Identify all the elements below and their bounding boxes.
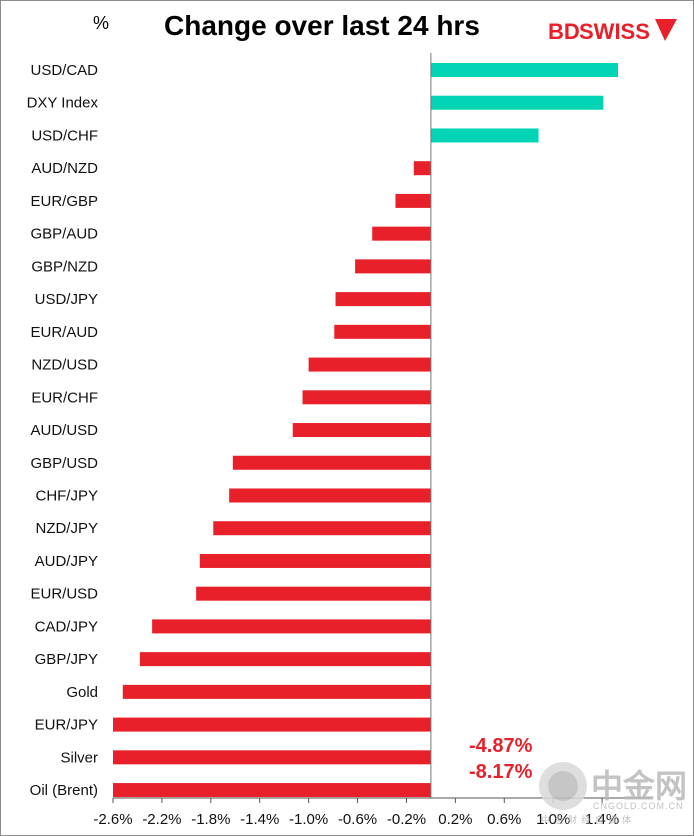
bar-gold xyxy=(122,684,431,699)
unit-label: % xyxy=(93,13,109,33)
category-label-cad-jpy: CAD/JPY xyxy=(35,618,98,635)
bar-gbp-nzd xyxy=(355,259,431,274)
category-label-nzd-jpy: NZD/JPY xyxy=(35,520,98,537)
category-label-oil-brent: Oil (Brent) xyxy=(30,782,98,799)
bar-aud-nzd xyxy=(413,161,431,176)
brand-logo: BD SWISS xyxy=(548,19,677,44)
category-label-usd-chf: USD/CHF xyxy=(31,127,98,144)
category-label-aud-usd: AUD/USD xyxy=(30,422,98,439)
category-label-gold: Gold xyxy=(66,684,98,701)
brand-logo-bd: BD xyxy=(548,19,580,44)
category-labels: USD/CAD DXY Index USD/CHF AUD/NZD EUR/GBP GBP… xyxy=(27,62,99,799)
bar-dxy-index xyxy=(430,95,604,110)
bar-gbp-aud xyxy=(372,226,431,241)
bar-usd-cad xyxy=(430,63,618,77)
x-tick-label: -1.0% xyxy=(289,811,328,828)
bar-silver xyxy=(113,750,431,765)
category-label-nzd-usd: NZD/USD xyxy=(31,357,98,374)
category-label-gbp-nzd: GBP/NZD xyxy=(31,258,98,275)
chart-title: Change over last 24 hrs xyxy=(164,10,480,41)
x-tick-label: 1.4% xyxy=(585,811,619,828)
bar-gbp-jpy xyxy=(139,652,431,667)
bar-eur-jpy xyxy=(113,717,431,732)
brand-logo-swiss: SWISS xyxy=(579,19,650,44)
category-label-silver: Silver xyxy=(60,749,98,766)
category-label-usd-jpy: USD/JPY xyxy=(35,291,98,308)
category-label-aud-nzd: AUD/NZD xyxy=(31,160,98,177)
category-label-eur-jpy: EUR/JPY xyxy=(35,717,98,734)
category-label-dxy-index: DXY Index xyxy=(27,95,99,112)
bars-layer xyxy=(113,63,618,798)
bar-usd-jpy xyxy=(335,292,431,307)
category-label-gbp-usd: GBP/USD xyxy=(30,455,98,472)
annotation-oil-brent: -8.17% xyxy=(469,761,533,783)
category-label-eur-gbp: EUR/GBP xyxy=(30,193,98,210)
watermark-sub: CNGOLD.COM.CN xyxy=(593,801,684,811)
bar-oil-brent xyxy=(113,783,431,798)
x-tick-label: -2.6% xyxy=(93,811,132,828)
x-tick-labels: -2.6% -2.2% -1.8% -1.4% -1.0% -0.6% -0.2% 0.2% 0… xyxy=(93,811,619,828)
bar-chf-jpy xyxy=(229,488,431,503)
x-tick-label: -2.2% xyxy=(142,811,181,828)
bar-eur-chf xyxy=(302,390,431,405)
bar-eur-aud xyxy=(334,324,431,339)
category-label-eur-aud: EUR/AUD xyxy=(30,324,98,341)
bar-eur-usd xyxy=(196,586,431,601)
bar-cad-jpy xyxy=(152,619,431,634)
bar-aud-usd xyxy=(292,423,431,438)
brand-logo-arrow-icon xyxy=(655,19,677,41)
x-tick-label: -0.6% xyxy=(338,811,377,828)
category-label-aud-jpy: AUD/JPY xyxy=(35,553,98,570)
annotation-silver: -4.87% xyxy=(469,735,533,757)
x-tick-label: 0.6% xyxy=(487,811,521,828)
bar-usd-chf xyxy=(430,128,539,143)
x-tick-label: 1.0% xyxy=(536,811,570,828)
bar-gbp-usd xyxy=(232,455,431,470)
bar-eur-gbp xyxy=(395,193,431,208)
x-tick-label: 0.2% xyxy=(438,811,472,828)
x-tick-label: -1.8% xyxy=(191,811,230,828)
watermark-text: 中金网 xyxy=(591,768,687,804)
watermark-tag: 中 金 财 经 自 媒 体 xyxy=(541,814,632,825)
category-label-usd-cad: USD/CAD xyxy=(30,62,98,79)
x-tick-label: -1.4% xyxy=(240,811,279,828)
category-label-chf-jpy: CHF/JPY xyxy=(35,487,98,504)
bar-aud-jpy xyxy=(199,553,431,568)
watermark: 中金网 CNGOLD.COM.CN 中 金 财 经 自 媒 体 xyxy=(539,762,687,825)
category-label-gbp-jpy: GBP/JPY xyxy=(35,651,98,668)
x-tick-label: -0.2% xyxy=(387,811,426,828)
category-label-eur-chf: EUR/CHF xyxy=(31,389,98,406)
bar-nzd-usd xyxy=(308,357,431,372)
category-label-gbp-aud: GBP/AUD xyxy=(30,226,98,243)
bar-nzd-jpy xyxy=(213,521,431,536)
category-label-eur-usd: EUR/USD xyxy=(30,586,98,603)
watermark-coin-inner-icon xyxy=(548,771,578,801)
